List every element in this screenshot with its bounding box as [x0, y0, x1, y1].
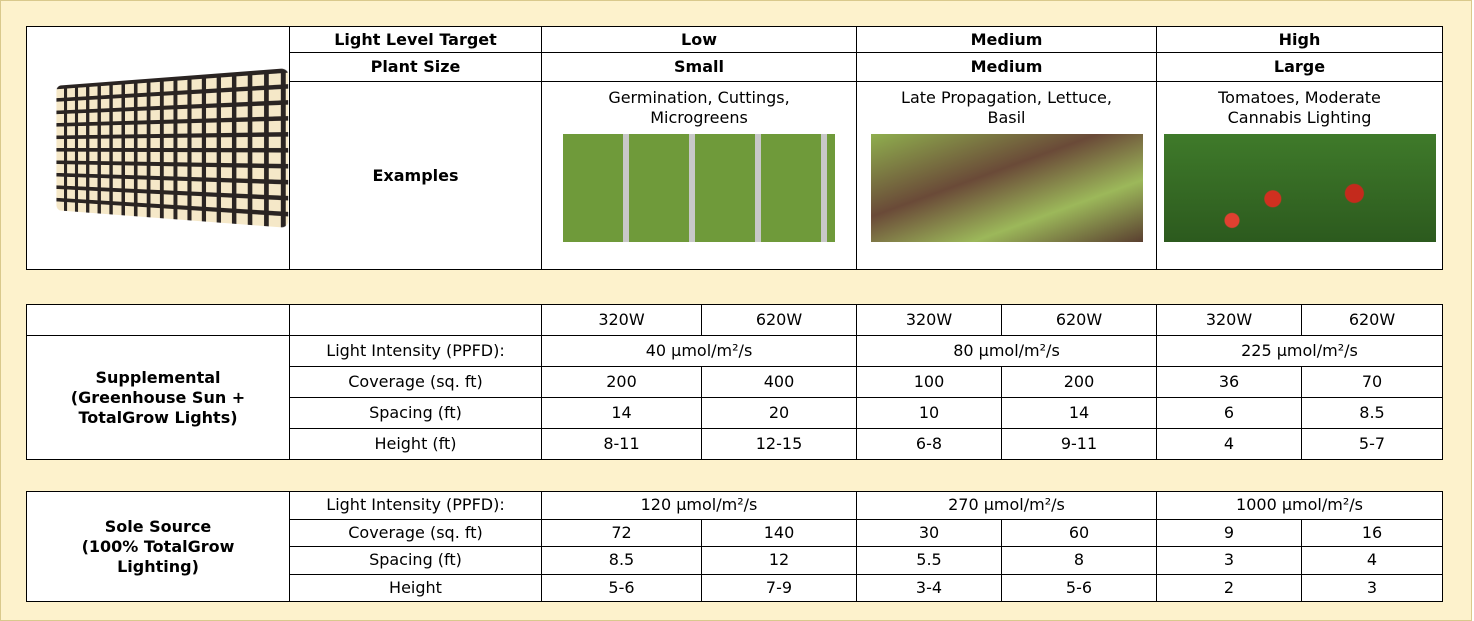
row-label: Height (ft) — [290, 429, 542, 460]
value-cell: 4 — [1157, 429, 1302, 460]
example-photo — [563, 134, 835, 242]
intensity: 225 µmol/m²/s — [1157, 336, 1443, 367]
wattage: 320W — [542, 305, 702, 336]
value-cell: 72 — [542, 519, 702, 547]
example-cell: Tomatoes, Moderate Cannabis Lighting — [1157, 82, 1443, 270]
header-cell: Medium — [857, 53, 1157, 82]
supplemental-table: 320W 620W 320W 620W 320W 620W Supplemental (Gre… — [26, 304, 1443, 460]
row-label: Spacing (ft) — [290, 547, 542, 575]
value-cell: 12-15 — [702, 429, 857, 460]
value-cell: 400 — [702, 367, 857, 398]
section-label-line: Sole Source — [105, 517, 212, 536]
header-cell: High — [1157, 27, 1443, 53]
sole-source-table: Sole Source (100% TotalGrow Lighting) Light… — [26, 491, 1443, 602]
value-cell: 7-9 — [702, 574, 857, 602]
value-cell: 3 — [1157, 547, 1302, 575]
header-cell: Low — [542, 27, 857, 53]
overview-table: Light Level Target Low Medium High Plant Siz… — [26, 26, 1443, 270]
value-cell: 6 — [1157, 398, 1302, 429]
value-cell: 5.5 — [857, 547, 1002, 575]
row: Supplemental (Greenhouse Sun + TotalGrow L… — [27, 336, 1443, 367]
section-label-line: (Greenhouse Sun + — [71, 388, 245, 407]
value-cell: 8-11 — [542, 429, 702, 460]
value-cell: 8.5 — [542, 547, 702, 575]
intensity: 80 µmol/m²/s — [857, 336, 1157, 367]
example-cell: Late Propagation, Lettuce, Basil — [857, 82, 1157, 270]
example-text: Late Propagation, Lettuce, Basil — [861, 88, 1152, 128]
section-label-line: Supplemental — [96, 368, 221, 387]
example-text: Tomatoes, Moderate Cannabis Lighting — [1161, 88, 1438, 128]
example-cell: Germination, Cuttings, Microgreens — [542, 82, 857, 270]
row-label: Spacing (ft) — [290, 398, 542, 429]
example-photo — [871, 134, 1143, 242]
value-cell: 8.5 — [1302, 398, 1443, 429]
row: Light Level Target Low Medium High — [27, 27, 1443, 53]
section-label-line: (100% TotalGrow — [82, 537, 235, 556]
intensity: 120 µmol/m²/s — [542, 492, 857, 520]
intensity: 270 µmol/m²/s — [857, 492, 1157, 520]
value-cell: 3-4 — [857, 574, 1002, 602]
row: 320W 620W 320W 620W 320W 620W — [27, 305, 1443, 336]
row-label: Coverage (sq. ft) — [290, 367, 542, 398]
section-label: Sole Source (100% TotalGrow Lighting) — [27, 492, 290, 602]
wattage: 320W — [857, 305, 1002, 336]
header-cell: Large — [1157, 53, 1443, 82]
value-cell: 100 — [857, 367, 1002, 398]
value-cell: 4 — [1302, 547, 1443, 575]
value-cell: 30 — [857, 519, 1002, 547]
value-cell: 16 — [1302, 519, 1443, 547]
row-label: Light Intensity (PPFD): — [290, 336, 542, 367]
value-cell: 8 — [1002, 547, 1157, 575]
row-label: Light Intensity (PPFD): — [290, 492, 542, 520]
value-cell: 5-6 — [1002, 574, 1157, 602]
value-cell: 70 — [1302, 367, 1443, 398]
row-label: Coverage (sq. ft) — [290, 519, 542, 547]
value-cell: 12 — [702, 547, 857, 575]
row: Sole Source (100% TotalGrow Lighting) Light… — [27, 492, 1443, 520]
examples-label: Examples — [290, 82, 542, 270]
value-cell: 140 — [702, 519, 857, 547]
product-image — [56, 68, 288, 228]
wattage: 320W — [1157, 305, 1302, 336]
section-label-line: TotalGrow Lights) — [78, 408, 237, 427]
value-cell: 5-7 — [1302, 429, 1443, 460]
wattage: 620W — [1302, 305, 1443, 336]
value-cell: 200 — [1002, 367, 1157, 398]
header-cell: Plant Size — [290, 53, 542, 82]
example-photo — [1164, 134, 1436, 242]
value-cell: 9-11 — [1002, 429, 1157, 460]
value-cell: 10 — [857, 398, 1002, 429]
value-cell: 2 — [1157, 574, 1302, 602]
value-cell: 36 — [1157, 367, 1302, 398]
value-cell: 14 — [542, 398, 702, 429]
product-image-cell — [27, 27, 290, 270]
empty-cell — [27, 305, 290, 336]
value-cell: 60 — [1002, 519, 1157, 547]
section-label-line: Lighting) — [117, 557, 199, 576]
empty-cell — [290, 305, 542, 336]
value-cell: 200 — [542, 367, 702, 398]
header-cell: Light Level Target — [290, 27, 542, 53]
header-cell: Medium — [857, 27, 1157, 53]
intensity: 40 µmol/m²/s — [542, 336, 857, 367]
value-cell: 3 — [1302, 574, 1443, 602]
wattage: 620W — [1002, 305, 1157, 336]
value-cell: 6-8 — [857, 429, 1002, 460]
value-cell: 5-6 — [542, 574, 702, 602]
value-cell: 14 — [1002, 398, 1157, 429]
header-cell: Small — [542, 53, 857, 82]
value-cell: 9 — [1157, 519, 1302, 547]
example-text: Germination, Cuttings, Microgreens — [546, 88, 852, 128]
row-label: Height — [290, 574, 542, 602]
value-cell: 20 — [702, 398, 857, 429]
wattage: 620W — [702, 305, 857, 336]
section-label: Supplemental (Greenhouse Sun + TotalGrow L… — [27, 336, 290, 460]
intensity: 1000 µmol/m²/s — [1157, 492, 1443, 520]
